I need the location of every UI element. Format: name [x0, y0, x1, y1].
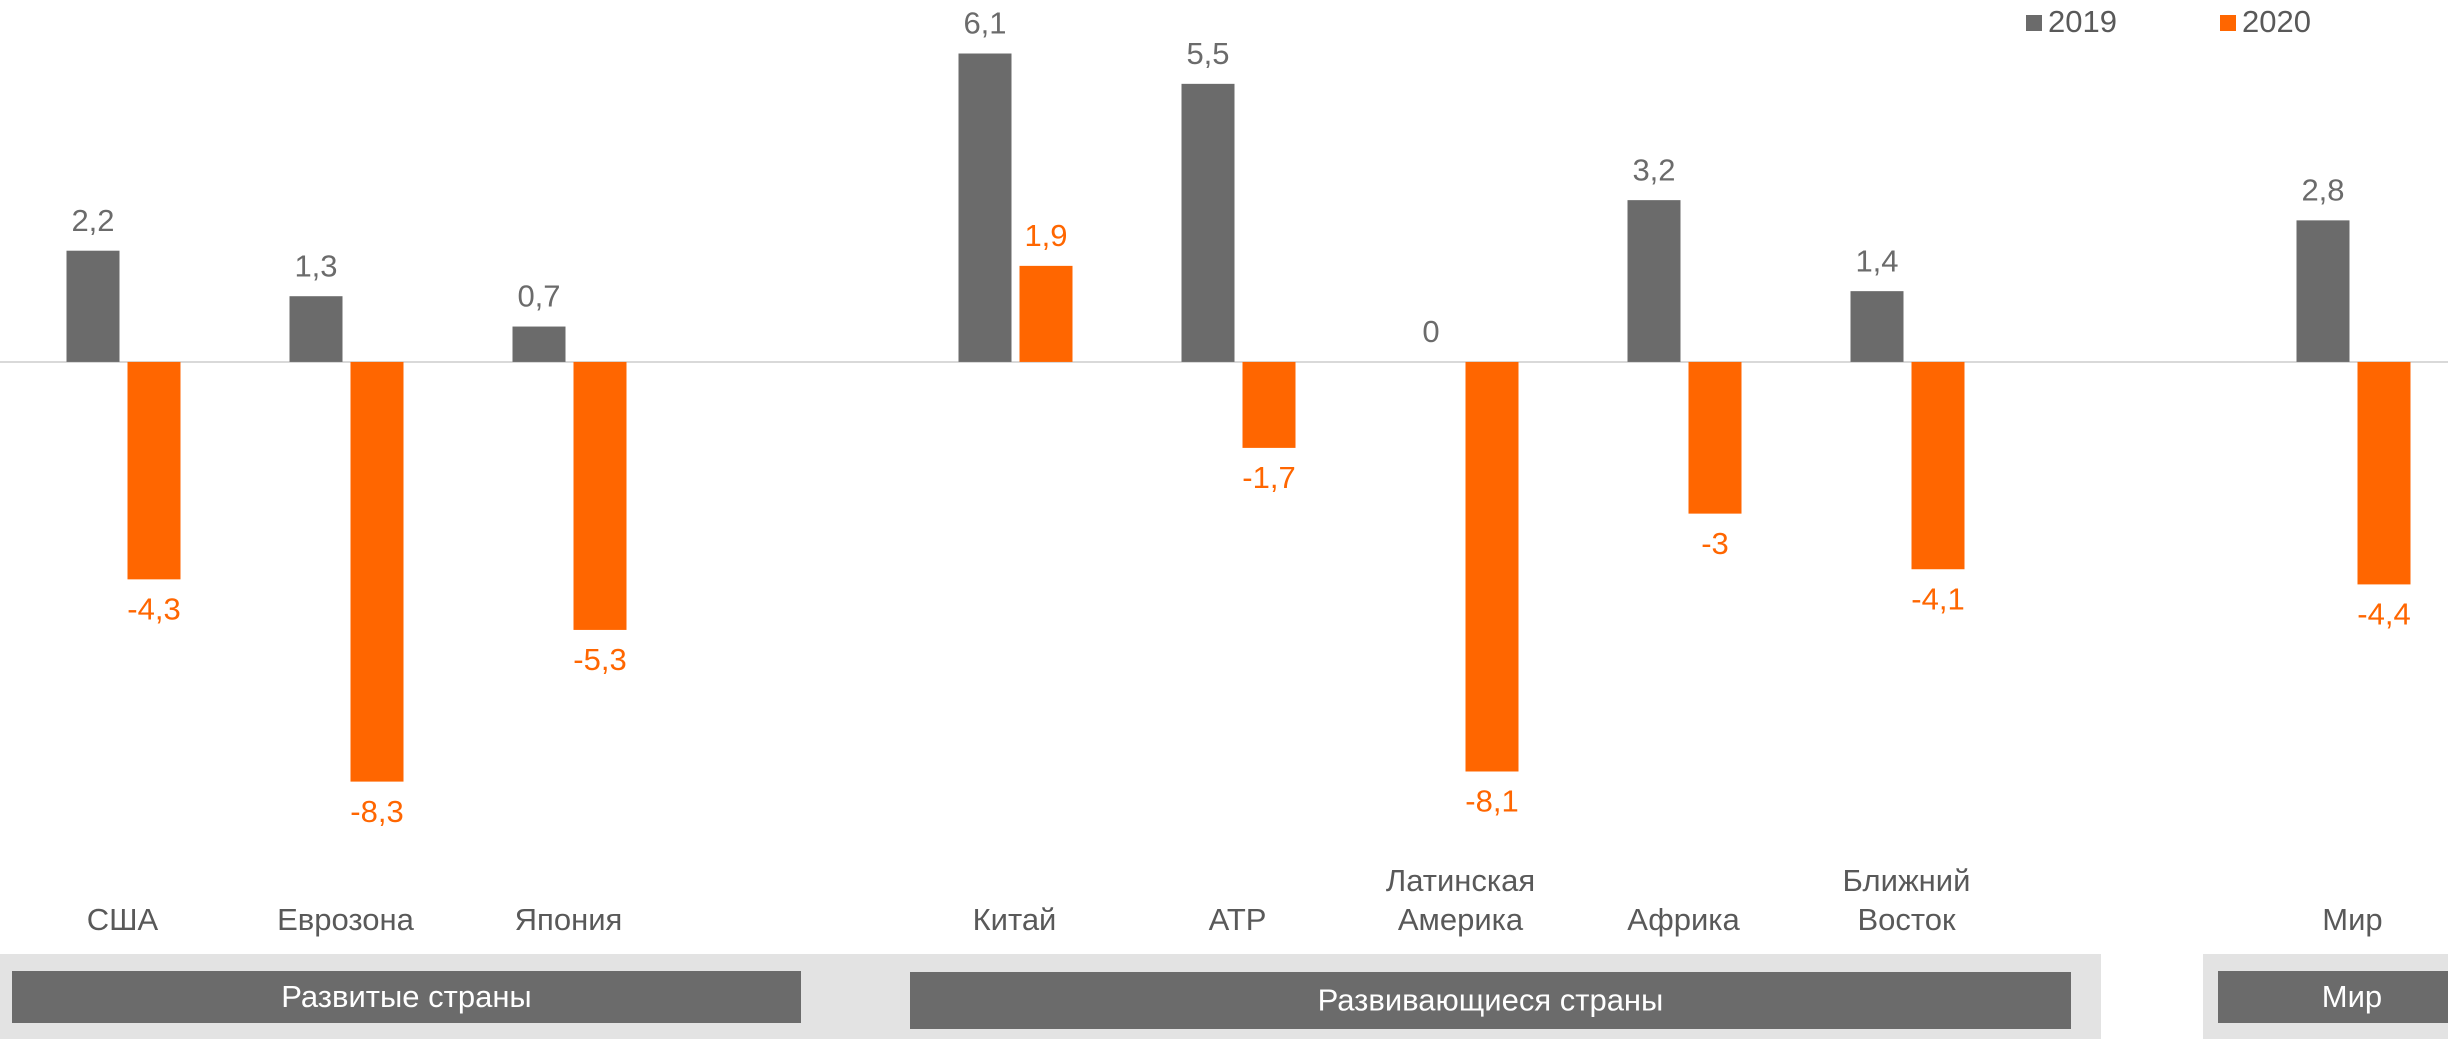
bar [350, 361, 404, 782]
x-tick-label: Африка [1627, 902, 1740, 937]
x-tick-label: Япония [515, 902, 623, 937]
data-label: 3,2 [1632, 152, 1675, 187]
bar [573, 361, 627, 630]
bar [1465, 361, 1519, 772]
x-tick-label: США [87, 902, 159, 937]
bar [289, 296, 343, 362]
data-label: -5,3 [573, 642, 626, 677]
legend-label: 2020 [2242, 4, 2311, 39]
data-label: -1,7 [1242, 460, 1295, 495]
bar [1627, 200, 1681, 362]
group-label: Развивающиеся страны [1318, 983, 1664, 1018]
group-label: Развитые страны [281, 979, 531, 1014]
bar [1019, 265, 1073, 362]
x-tick-label: Латинская Америка [1386, 863, 1535, 937]
data-label: -4,4 [2357, 597, 2410, 632]
x-tick-label: Мир [2322, 902, 2382, 937]
bar [958, 53, 1012, 362]
bar [2357, 361, 2411, 585]
data-label: -8,1 [1465, 784, 1518, 819]
bar [1850, 291, 1904, 362]
bar [66, 250, 120, 362]
group-band [2218, 971, 2448, 1023]
data-label: 0,7 [517, 279, 560, 314]
data-label: 6,1 [963, 6, 1006, 41]
data-label: 1,3 [294, 248, 337, 283]
x-tick-label: Ближний Восток [1843, 863, 1971, 937]
data-label: 2,2 [71, 203, 114, 238]
data-label: 1,9 [1024, 218, 1067, 253]
x-tick-label: Китай [973, 902, 1057, 937]
group-band [910, 972, 2071, 1029]
bar [1181, 83, 1235, 362]
data-label: 5,5 [1186, 36, 1229, 71]
bar [1911, 361, 1965, 570]
data-label: -4,3 [127, 592, 180, 627]
x-tick-label: АТР [1209, 902, 1267, 937]
legend-swatch [2220, 15, 2236, 31]
bar [1242, 361, 1296, 448]
bar [127, 361, 181, 580]
legend-label: 2019 [2048, 4, 2117, 39]
x-tick-label: Еврозона [277, 902, 415, 937]
group-band [12, 971, 801, 1023]
data-label: 1,4 [1855, 243, 1898, 278]
bar [512, 326, 566, 362]
data-label: -4,1 [1911, 581, 1964, 616]
data-label: -3 [1701, 526, 1729, 561]
group-label: Мир [2322, 979, 2382, 1014]
bar [2296, 220, 2350, 362]
bar [1688, 361, 1742, 514]
data-label: 2,8 [2301, 173, 2344, 208]
legend-swatch [2026, 15, 2042, 31]
data-label: -8,3 [350, 794, 403, 829]
data-label: 0 [1422, 314, 1439, 349]
